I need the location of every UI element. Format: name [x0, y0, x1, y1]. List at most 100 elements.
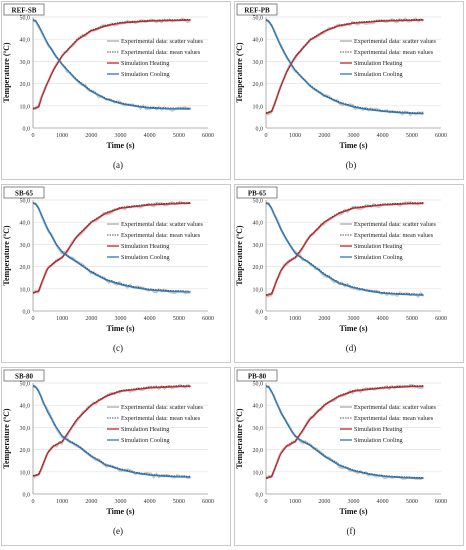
x-tick-label: 1000 — [56, 133, 68, 139]
series-mean-heating — [265, 18, 424, 113]
y-axis-label: Temperature (ºC) — [235, 225, 244, 286]
y-tick-label: 30,0 — [253, 60, 264, 66]
series-mean-heating — [265, 385, 424, 478]
panel-frame — [234, 367, 464, 546]
panel-frame — [1, 1, 231, 180]
y-tick-label: 0,0 — [23, 493, 31, 499]
series-mean-cooling — [32, 19, 191, 109]
x-tick-label: 0 — [265, 133, 268, 139]
x-tick-label: 3000 — [348, 316, 360, 322]
x-tick-label: 6000 — [435, 133, 447, 139]
x-axis-label: Time (s) — [339, 324, 367, 333]
y-axis-label: Temperature (ºC) — [235, 42, 244, 103]
series-mean-heating — [32, 18, 191, 109]
y-axis-label: Temperature (ºC) — [235, 408, 244, 469]
x-tick-label: 3000 — [348, 499, 360, 505]
x-tick-label: 1000 — [56, 499, 68, 505]
y-tick-label: 20,0 — [253, 265, 264, 271]
y-axis-label: Temperature (ºC) — [2, 408, 11, 469]
series-line-heating — [265, 202, 424, 297]
y-tick-label: 50,0 — [20, 199, 31, 205]
legend-label-scatter: Experimental data: scatter values — [354, 221, 437, 228]
legend-label-cooling: Simulation Cooling — [354, 254, 403, 261]
x-tick-label: 4000 — [144, 316, 156, 322]
y-tick-label: 10,0 — [20, 104, 31, 110]
x-tick-label: 4000 — [144, 133, 156, 139]
legend-label-mean: Experimental data: mean values — [354, 415, 434, 422]
legend-label-cooling: Simulation Cooling — [121, 254, 170, 261]
x-axis-label: Time (s) — [106, 141, 134, 150]
panel-letter: (b) — [346, 160, 357, 170]
series-line-heating — [32, 202, 191, 294]
y-tick-label: 50,0 — [253, 199, 264, 205]
x-axis-label: Time (s) — [106, 507, 134, 516]
x-tick-label: 2000 — [85, 133, 97, 139]
series-scatter-heating — [265, 383, 424, 479]
y-tick-label: 20,0 — [253, 82, 264, 88]
series-scatter-heating — [32, 200, 191, 294]
legend-label-scatter: Experimental data: scatter values — [354, 404, 437, 411]
series-line-cooling — [32, 19, 191, 110]
y-tick-label: 10,0 — [253, 470, 264, 476]
y-axis-label: Temperature (ºC) — [2, 225, 11, 286]
y-tick-label: 50,0 — [20, 16, 31, 22]
y-tick-label: 30,0 — [20, 243, 31, 249]
x-tick-label: 0 — [32, 133, 35, 139]
y-tick-label: 30,0 — [20, 426, 31, 432]
legend-label-mean: Experimental data: mean values — [354, 49, 434, 56]
y-axis-label: Temperature (ºC) — [2, 42, 11, 103]
y-tick-label: 50,0 — [253, 16, 264, 22]
panel-tag-box — [236, 3, 278, 16]
x-tick-label: 5000 — [406, 133, 418, 139]
series-line-cooling — [32, 385, 191, 478]
y-tick-label: 10,0 — [253, 104, 264, 110]
chart-panel-4: 0,0 10,0 20,0 30,0 40,0 50,0 0 1000 2000 3000 4000… — [234, 184, 464, 363]
x-tick-label: 6000 — [202, 499, 214, 505]
legend-label-cooling: Simulation Cooling — [354, 437, 403, 444]
legend-label-scatter: Experimental data: scatter values — [121, 221, 204, 228]
y-tick-label: 50,0 — [253, 382, 264, 388]
x-tick-label: 3000 — [115, 499, 127, 505]
y-tick-label: 20,0 — [253, 448, 264, 454]
panel-tag-box — [3, 369, 45, 382]
x-tick-label: 2000 — [85, 499, 97, 505]
x-tick-label: 2000 — [85, 316, 97, 322]
legend-label-mean: Experimental data: mean values — [354, 232, 434, 239]
x-tick-label: 4000 — [377, 499, 389, 505]
y-tick-label: 0,0 — [256, 493, 264, 499]
chart-panel-1: 0,0 10,0 20,0 30,0 40,0 50,0 0 1000 2000 3000 4000… — [1, 1, 231, 180]
y-tick-label: 10,0 — [253, 287, 264, 293]
y-tick-label: 0,0 — [23, 127, 31, 133]
legend-label-heating: Simulation Heating — [354, 426, 402, 433]
x-tick-label: 6000 — [435, 316, 447, 322]
x-tick-label: 1000 — [289, 499, 301, 505]
x-tick-label: 3000 — [115, 133, 127, 139]
series-line-cooling — [32, 202, 191, 293]
x-axis-label: Time (s) — [339, 507, 367, 516]
legend-label-cooling: Simulation Cooling — [121, 437, 170, 444]
x-tick-label: 2000 — [318, 316, 330, 322]
chart-panel-2: 0,0 10,0 20,0 30,0 40,0 50,0 0 1000 2000 3000 4000… — [234, 1, 464, 180]
panel-tag-box — [236, 186, 278, 199]
series-mean-heating — [32, 202, 191, 293]
legend-label-cooling: Simulation Cooling — [121, 71, 170, 78]
x-tick-label: 1000 — [289, 133, 301, 139]
series-line-heating — [32, 19, 191, 110]
x-tick-label: 4000 — [377, 133, 389, 139]
legend-label-cooling: Simulation Cooling — [354, 71, 403, 78]
chart-panel-3: 0,0 10,0 20,0 30,0 40,0 50,0 0 1000 2000 3000 4000… — [1, 184, 231, 363]
x-tick-label: 1000 — [289, 316, 301, 322]
x-tick-label: 5000 — [173, 499, 185, 505]
x-tick-label: 5000 — [406, 499, 418, 505]
series-line-cooling — [265, 385, 424, 479]
x-tick-label: 1000 — [56, 316, 68, 322]
y-tick-label: 10,0 — [20, 287, 31, 293]
panel-frame — [1, 184, 231, 363]
legend-label-heating: Simulation Heating — [354, 243, 402, 250]
x-tick-label: 6000 — [202, 316, 214, 322]
series-line-heating — [265, 19, 424, 115]
chart-panel-5: 0,0 10,0 20,0 30,0 40,0 50,0 0 1000 2000 3000 4000… — [1, 367, 231, 546]
series-scatter-heating — [32, 383, 192, 479]
y-tick-label: 40,0 — [253, 221, 264, 227]
y-tick-label: 30,0 — [20, 60, 31, 66]
